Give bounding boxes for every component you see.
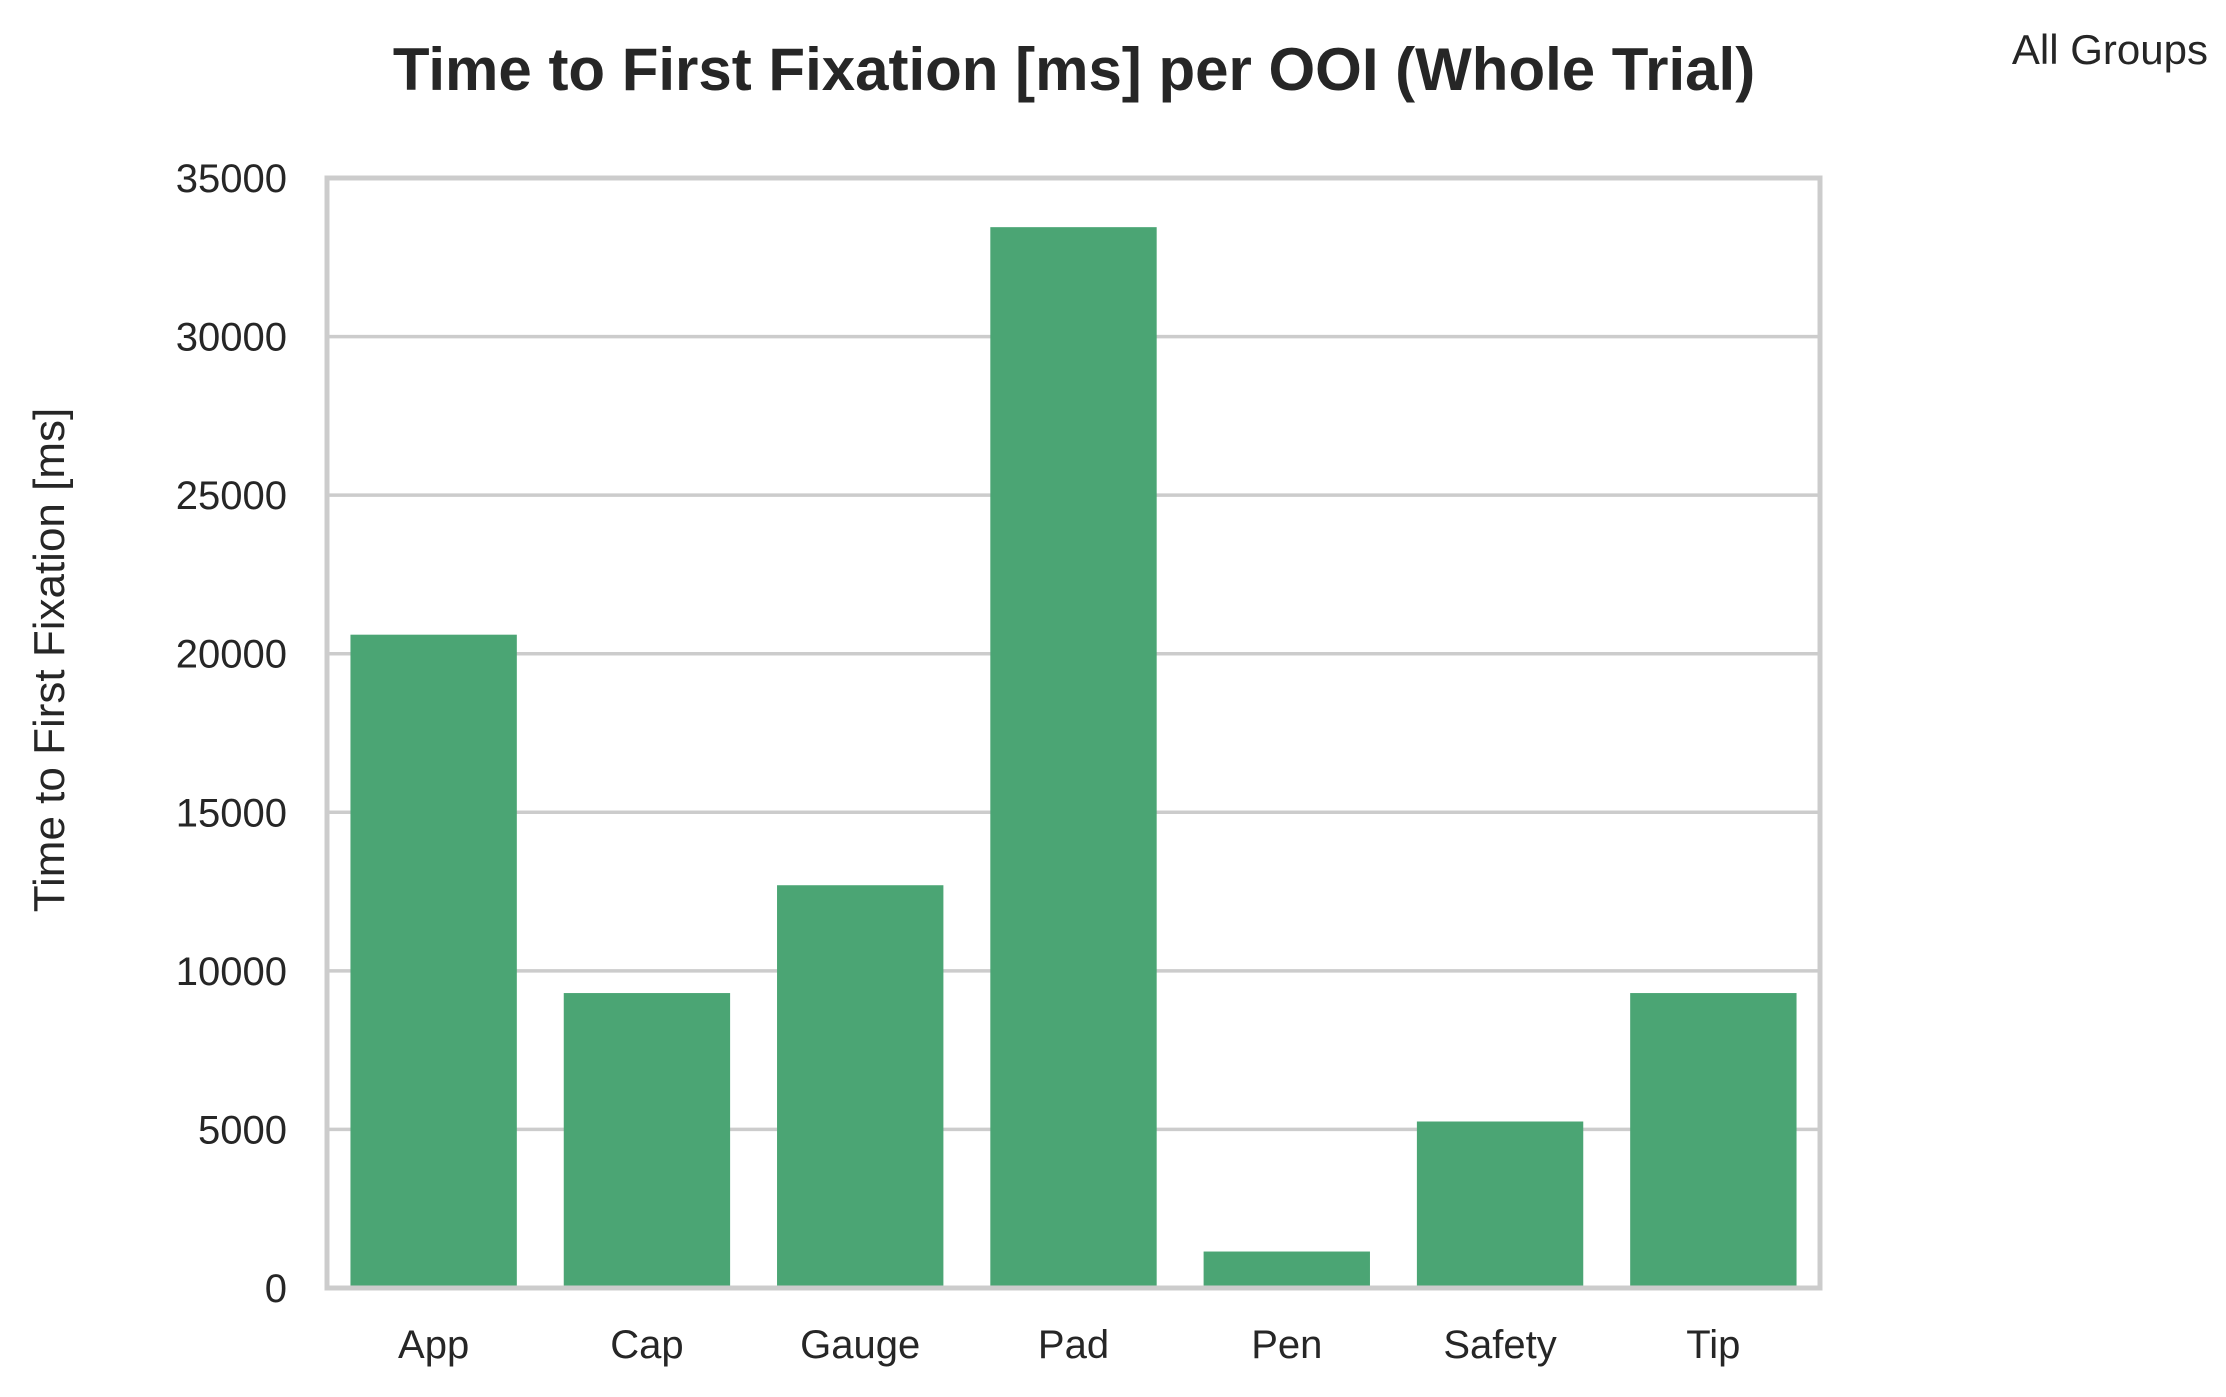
plot-frame — [324, 175, 1823, 1291]
y-tick-label: 30000 — [176, 316, 287, 360]
chart-title: Time to First Fixation [ms] per OOI (Who… — [393, 36, 1755, 103]
y-axis-label: Time to First Fixation [ms] — [25, 408, 74, 912]
x-tick-label: Pen — [1251, 1323, 1322, 1367]
x-tick-label: App — [398, 1323, 469, 1367]
bar-cap — [563, 993, 731, 1288]
group-annotation: All Groups — [2012, 26, 2208, 73]
bar-pad — [990, 227, 1157, 1289]
bar-app — [350, 634, 517, 1288]
x-tick-label: Pad — [1038, 1323, 1109, 1367]
bar-gauge — [777, 885, 944, 1288]
bar-pen — [1203, 1251, 1370, 1288]
bars — [350, 227, 1797, 1289]
y-axis-ticks: 0 5000 10000 15000 20000 25000 30000 35000 — [176, 157, 287, 1311]
x-tick-label: Cap — [610, 1323, 683, 1367]
y-tick-label: 35000 — [176, 157, 287, 201]
y-tick-label: 15000 — [176, 791, 287, 835]
y-tick-label: 0 — [265, 1267, 287, 1311]
bar-safety — [1416, 1121, 1584, 1288]
y-tick-label: 10000 — [176, 950, 287, 994]
y-tick-label: 25000 — [176, 474, 287, 518]
x-tick-label: Tip — [1686, 1323, 1740, 1367]
y-tick-label: 5000 — [198, 1108, 287, 1152]
bar-tip — [1630, 993, 1797, 1288]
x-axis-ticks: App Cap Gauge Pad Pen Safety Tip — [398, 1323, 1740, 1367]
x-tick-label: Gauge — [800, 1323, 920, 1367]
x-tick-label: Safety — [1443, 1323, 1556, 1367]
y-tick-label: 20000 — [176, 633, 287, 677]
